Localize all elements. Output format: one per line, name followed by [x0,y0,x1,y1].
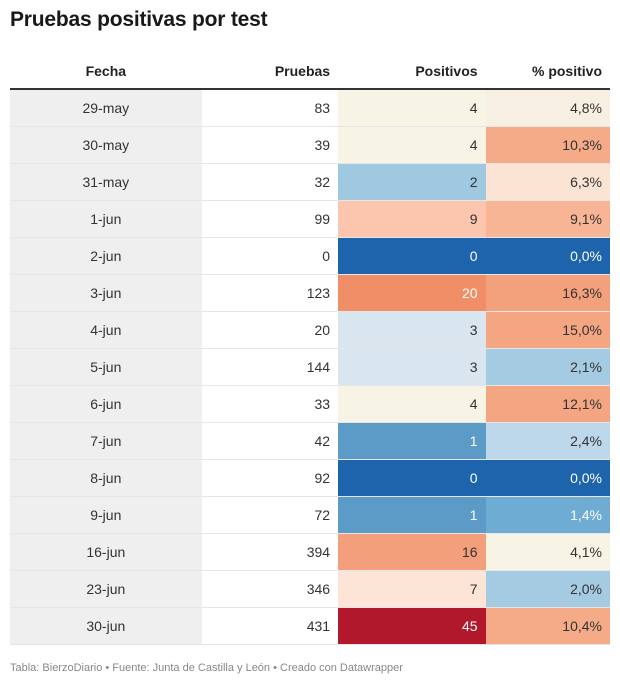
table-row: 6-jun 33 4 12,1% [10,385,610,423]
cell-fecha: 7-jun [10,422,202,460]
cell-fecha: 4-jun [10,311,202,349]
cell-pct-positivo: 15,0% [485,311,610,349]
cell-positivos: 20 [338,274,486,312]
table-row: 8-jun 92 0 0,0% [10,459,610,497]
cell-pct-positivo: 1,4% [485,496,610,534]
cell-fecha: 31-may [10,163,202,201]
cell-fecha: 30-jun [10,607,202,645]
cell-positivos: 0 [338,459,486,497]
cell-pct-positivo: 10,4% [485,607,610,645]
cell-pruebas: 123 [201,274,339,312]
cell-positivos: 4 [338,385,486,423]
header-pct-positivo[interactable]: % positivo [485,54,610,90]
data-table: Fecha Pruebas Positivos % positivo 29-ma… [10,54,610,645]
cell-positivos: 9 [338,200,486,238]
cell-pruebas: 32 [201,163,339,201]
cell-pruebas: 144 [201,348,339,386]
cell-pruebas: 92 [201,459,339,497]
table-row: 2-jun 0 0 0,0% [10,237,610,275]
cell-positivos: 3 [338,348,486,386]
table-body: 29-may 83 4 4,8% 30-may 39 4 10,3% 31-may 32 2 6,3%… [10,89,610,645]
table-row: 4-jun 20 3 15,0% [10,311,610,349]
header-positivos[interactable]: Positivos [338,54,486,90]
cell-fecha: 3-jun [10,274,202,312]
cell-pruebas: 33 [201,385,339,423]
cell-pruebas: 0 [201,237,339,275]
cell-pruebas: 346 [201,570,339,608]
cell-fecha: 30-may [10,126,202,164]
cell-pct-positivo: 0,0% [485,459,610,497]
header-pruebas[interactable]: Pruebas [201,54,339,90]
cell-positivos: 0 [338,237,486,275]
table-row: 16-jun 394 16 4,1% [10,533,610,571]
cell-pct-positivo: 4,1% [485,533,610,571]
cell-positivos: 1 [338,496,486,534]
table-row: 1-jun 99 9 9,1% [10,200,610,238]
cell-pruebas: 42 [201,422,339,460]
cell-positivos: 2 [338,163,486,201]
cell-fecha: 16-jun [10,533,202,571]
cell-pruebas: 39 [201,126,339,164]
cell-fecha: 2-jun [10,237,202,275]
cell-fecha: 23-jun [10,570,202,608]
cell-positivos: 3 [338,311,486,349]
cell-positivos: 4 [338,126,486,164]
cell-pct-positivo: 10,3% [485,126,610,164]
cell-fecha: 29-may [10,89,202,127]
cell-pct-positivo: 12,1% [485,385,610,423]
cell-fecha: 5-jun [10,348,202,386]
cell-fecha: 9-jun [10,496,202,534]
cell-pct-positivo: 2,4% [485,422,610,460]
cell-pct-positivo: 0,0% [485,237,610,275]
table-row: 5-jun 144 3 2,1% [10,348,610,386]
table-row: 3-jun 123 20 16,3% [10,274,610,312]
header-fecha[interactable]: Fecha [10,54,202,90]
cell-positivos: 7 [338,570,486,608]
cell-positivos: 4 [338,89,486,127]
cell-positivos: 1 [338,422,486,460]
cell-pct-positivo: 2,1% [485,348,610,386]
table-row: 9-jun 72 1 1,4% [10,496,610,534]
table-row: 29-may 83 4 4,8% [10,89,610,127]
table-header-row: Fecha Pruebas Positivos % positivo [10,54,610,90]
cell-pruebas: 431 [201,607,339,645]
cell-pruebas: 83 [201,89,339,127]
table-row: 30-may 39 4 10,3% [10,126,610,164]
table-row: 7-jun 42 1 2,4% [10,422,610,460]
source-footer: Tabla: BierzoDiario • Fuente: Junta de C… [10,662,403,674]
cell-pct-positivo: 6,3% [485,163,610,201]
cell-fecha: 1-jun [10,200,202,238]
chart-title: Pruebas positivas por test [10,8,268,31]
cell-pruebas: 99 [201,200,339,238]
table-row: 31-may 32 2 6,3% [10,163,610,201]
cell-fecha: 6-jun [10,385,202,423]
cell-pct-positivo: 2,0% [485,570,610,608]
cell-pct-positivo: 16,3% [485,274,610,312]
cell-positivos: 45 [338,607,486,645]
cell-pct-positivo: 4,8% [485,89,610,127]
table-row: 23-jun 346 7 2,0% [10,570,610,608]
cell-pct-positivo: 9,1% [485,200,610,238]
cell-pruebas: 394 [201,533,339,571]
cell-fecha: 8-jun [10,459,202,497]
cell-pruebas: 20 [201,311,339,349]
cell-pruebas: 72 [201,496,339,534]
table-row: 30-jun 431 45 10,4% [10,607,610,645]
cell-positivos: 16 [338,533,486,571]
